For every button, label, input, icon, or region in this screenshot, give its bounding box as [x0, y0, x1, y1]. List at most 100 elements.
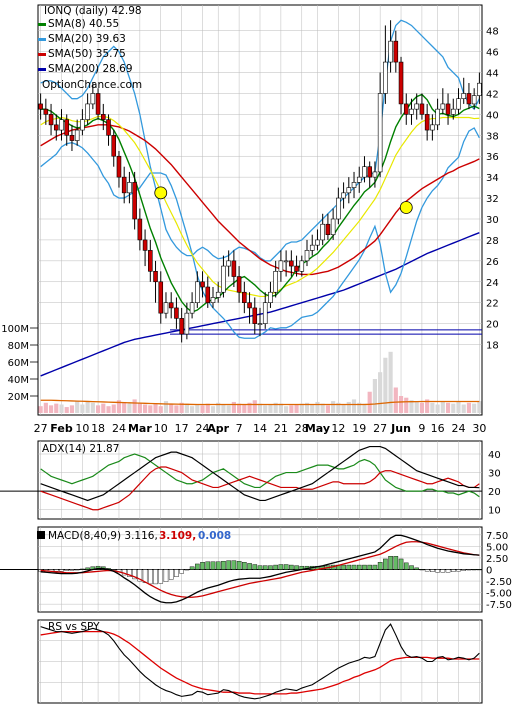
volume-bar: [38, 406, 43, 413]
macd-histogram-bar: [158, 569, 164, 584]
bollinger-upper-line: [40, 19, 480, 262]
volume-bar: [336, 402, 341, 413]
volume-bar: [315, 401, 320, 413]
candle-body: [90, 93, 96, 105]
candle-body: [242, 291, 247, 303]
plus-di-line: [40, 453, 480, 498]
candle-body: [409, 108, 414, 115]
macd-histogram-bar: [257, 565, 263, 570]
volume-bar: [48, 405, 54, 413]
candle-body: [273, 271, 278, 293]
macd-histogram-bar: [356, 564, 362, 570]
candle-body: [336, 197, 341, 220]
macd-histogram-bar: [111, 569, 117, 571]
minus-di-line: [40, 466, 480, 511]
x-tick-label: Apr: [207, 422, 229, 435]
candle-body: [174, 307, 179, 319]
candle-body: [471, 95, 477, 105]
macd-histogram-bar: [283, 564, 289, 570]
earnings-marker-icon: [399, 201, 413, 214]
volume-bar: [304, 402, 310, 413]
x-tick-label: 21: [274, 422, 288, 435]
macd-histogram-bar: [377, 562, 383, 570]
legend-label: SMA(50) 35.75: [48, 48, 126, 60]
x-tick-label: 12: [331, 422, 345, 435]
x-tick-label: 10: [75, 422, 89, 435]
candle-body: [195, 281, 200, 303]
volume-bar: [231, 401, 236, 413]
candle-body: [85, 103, 90, 120]
volume-tick-label: 60M: [8, 358, 29, 369]
macd-histogram-bar: [85, 567, 90, 570]
candle-body: [299, 260, 305, 272]
macd-histogram-bar: [210, 561, 216, 570]
candle-body: [383, 61, 388, 94]
volume-bar: [111, 404, 116, 413]
candle-body: [325, 223, 331, 235]
volume-bar: [43, 402, 48, 413]
volume-tick-label: 40M: [8, 375, 29, 386]
macd-histogram-bar: [461, 569, 467, 571]
volume-bar: [195, 404, 200, 413]
macd-histogram-bar: [351, 564, 357, 570]
candle-body: [111, 135, 117, 157]
macd-histogram-bar: [174, 569, 179, 577]
macd-histogram-bar: [132, 569, 137, 580]
volume-bar: [383, 357, 388, 413]
volume-bar: [398, 396, 404, 413]
macd-tick-label: 0: [486, 566, 492, 577]
macd-histogram-bar: [137, 569, 143, 582]
volume-bar: [294, 404, 299, 413]
macd-histogram-bar: [53, 569, 59, 572]
macd-histogram-bar: [450, 569, 456, 572]
legend-swatch: [38, 38, 46, 41]
legend-swatch: [38, 68, 46, 71]
candle-body: [430, 124, 435, 131]
volume-bar: [137, 402, 142, 413]
price-tick-label: 40: [486, 110, 499, 121]
candle-body: [398, 61, 404, 105]
candle-body: [268, 291, 273, 303]
candle-body: [257, 323, 263, 325]
volume-bar: [346, 401, 351, 413]
volume-bar: [54, 403, 59, 413]
candle-body: [205, 286, 211, 303]
candle-body: [53, 124, 59, 131]
earnings-marker-icon: [154, 186, 168, 200]
volume-bar: [409, 400, 414, 413]
volume-bar: [477, 401, 482, 413]
volume-bar: [257, 403, 263, 413]
volume-bar: [242, 404, 247, 413]
candle-body: [477, 82, 482, 96]
volume-bar: [221, 404, 226, 413]
watermark-text: OptionChance.com: [42, 79, 142, 91]
adx-tick-label: 20: [488, 487, 501, 498]
volume-bar: [393, 387, 398, 413]
macd-histogram-bar: [424, 569, 430, 572]
volume-bar: [472, 403, 477, 413]
candle-body: [252, 307, 258, 324]
candle-body: [424, 114, 430, 131]
macd-histogram-bar: [215, 561, 221, 570]
candle-body: [445, 103, 451, 115]
candle-body: [247, 302, 252, 309]
candle-body: [419, 103, 425, 115]
price-tick-label: 36: [486, 152, 499, 163]
volume-bar: [263, 405, 268, 413]
macd-hist-label: 0.008: [198, 530, 231, 542]
x-tick-label: Jun: [390, 422, 411, 435]
macd-histogram-bar: [168, 569, 174, 580]
macd-histogram-bar: [262, 565, 268, 570]
volume-bar: [116, 400, 122, 413]
x-tick-label: 16: [431, 422, 445, 435]
x-tick-label: 28: [295, 422, 309, 435]
macd-histogram-bar: [221, 560, 226, 570]
volume-bar: [190, 406, 195, 413]
candle-body: [101, 114, 106, 120]
price-tick-label: 48: [486, 27, 499, 38]
candle-body: [377, 93, 383, 173]
candle-body: [48, 114, 54, 126]
volume-bar: [200, 405, 205, 413]
volume-bar: [456, 401, 461, 413]
